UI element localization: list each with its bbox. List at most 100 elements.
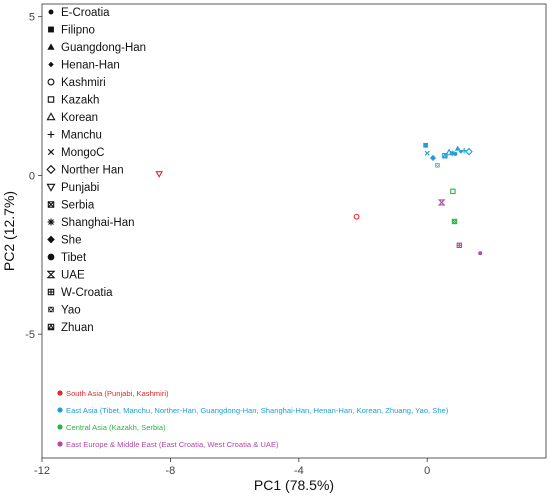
shape-legend-item: Serbia — [47, 200, 95, 212]
group-legend-label: South Asia (Punjabi, Kashmiri) — [66, 389, 169, 398]
x-axis-label: PC1 (78.5%) — [254, 477, 334, 493]
shape-legend-label: Yao — [61, 305, 81, 317]
y-tick-label: -5 — [25, 329, 35, 341]
group-legend-item: Central Asia (Kazakh, Serbia) — [57, 423, 166, 432]
shape-legend-label: UAE — [61, 270, 85, 282]
plot-panel — [41, 3, 547, 459]
shape-legend-label: Kashmiri — [61, 77, 106, 89]
shape-legend-item: Manchu — [47, 130, 102, 142]
group-legend-item: South Asia (Punjabi, Kashmiri) — [57, 389, 169, 398]
y-axis-label: PC2 (12.7%) — [1, 191, 17, 271]
data-point-mongoc — [424, 150, 430, 156]
legend-asterisk-icon — [47, 218, 55, 226]
shape-legend-label: Serbia — [61, 200, 95, 212]
legend-square-triangle-icon — [47, 323, 55, 331]
legend-square-filled-icon — [48, 26, 54, 33]
shape-legend-item: Shanghai-Han — [47, 217, 135, 229]
data-point-kazakh — [450, 188, 456, 195]
shape-legend-label: Shanghai-Han — [61, 217, 135, 229]
group-color-dot-icon — [57, 424, 63, 430]
shape-legend-item: Kashmiri — [47, 77, 106, 89]
shape-legend-item: Korean — [46, 112, 98, 124]
shape-legend-label: Punjabi — [61, 182, 99, 194]
data-point-filipno — [423, 142, 428, 148]
group-legend: South Asia (Punjabi, Kashmiri) East Asia … — [57, 389, 449, 449]
shape-legend-item: E-Croatia — [48, 7, 110, 19]
shape-legend-item: She — [47, 235, 81, 247]
shape-legend-item: Zhuan — [47, 322, 94, 334]
legend-square-x-icon — [48, 306, 54, 313]
shape-legend-item: Guangdong-Han — [47, 42, 146, 54]
shape-legend-label: Kazakh — [61, 95, 99, 107]
shape-legend-label: W-Croatia — [61, 287, 113, 299]
shape-legend-item: Tibet — [47, 252, 87, 264]
group-legend-label: East Europe & Middle East (East Croatia,… — [66, 440, 279, 449]
legend-plus-icon — [47, 131, 55, 138]
shape-legend: E-Croatia Filipno Guangdong-Han Henan-Han Ka… — [46, 7, 146, 334]
legend-triangle-filled-icon — [47, 43, 55, 50]
y-tick-label: 5 — [29, 12, 35, 24]
data-point-tibet — [453, 151, 458, 156]
legend-diamond-open-icon — [46, 164, 56, 175]
shape-legend-label: Henan-Han — [61, 60, 120, 72]
data-point-w-croatia — [456, 242, 463, 248]
data-point-henan-han — [458, 149, 464, 154]
legend-circle-open-icon — [47, 78, 55, 86]
data-point-yao — [435, 163, 440, 168]
legend-diamond-filled-small-icon — [48, 61, 54, 68]
y-axis-ticks: 5 0 -5 — [25, 12, 42, 341]
y-tick-label: 0 — [29, 170, 35, 182]
data-point-punjabi — [155, 171, 163, 178]
data-point-she — [429, 154, 437, 162]
shape-legend-item: MongoC — [47, 147, 104, 159]
shape-legend-item: Yao — [48, 305, 81, 317]
shape-legend-item: W-Croatia — [47, 287, 113, 299]
legend-diamond-filled-icon — [47, 235, 55, 244]
legend-circle-filled-icon — [48, 9, 54, 15]
group-color-dot-icon — [57, 407, 63, 413]
x-tick-label: -4 — [294, 465, 304, 477]
shape-legend-label: Korean — [61, 112, 98, 124]
shape-legend-label: Filipno — [61, 25, 95, 37]
data-point-uae — [437, 199, 446, 206]
shape-legend-item: Filipno — [48, 25, 95, 37]
legend-hourglass-icon — [46, 270, 56, 279]
shape-legend-label: Norther Han — [61, 165, 124, 177]
x-axis-ticks: -12 -8 -4 0 — [34, 458, 430, 477]
group-color-dot-icon — [57, 441, 63, 447]
data-point-kashmiri — [353, 213, 360, 220]
x-tick-label: 0 — [424, 465, 430, 477]
shape-legend-label: E-Croatia — [61, 7, 110, 19]
legend-circle-filled-large-icon — [47, 253, 55, 261]
group-color-dot-icon — [57, 390, 63, 396]
group-legend-item: East Asia (Tibet, Manchu, Norther-Han, G… — [57, 406, 449, 415]
legend-square-plus-icon — [47, 288, 55, 296]
group-legend-label: East Asia (Tibet, Manchu, Norther-Han, G… — [66, 406, 449, 415]
data-point-manchu — [461, 147, 467, 154]
shape-legend-item: Henan-Han — [48, 60, 120, 72]
data-point-norther-han — [465, 147, 473, 156]
data-point-serbia — [451, 218, 458, 225]
shape-legend-label: She — [61, 235, 81, 247]
legend-cross-icon — [47, 148, 55, 156]
legend-triangle-open-icon — [46, 112, 56, 121]
data-point-e-croatia — [478, 251, 483, 256]
data-point-guangdong-han — [454, 145, 461, 151]
shape-legend-item: Norther Han — [46, 164, 124, 177]
shape-legend-label: Zhuan — [61, 322, 94, 334]
legend-square-cross-icon — [47, 201, 55, 208]
shape-legend-label: Manchu — [61, 130, 102, 142]
data-point-shanghai-han — [449, 150, 455, 156]
shape-legend-label: Tibet — [61, 252, 87, 264]
data-points — [155, 142, 483, 256]
shape-legend-label: Guangdong-Han — [61, 42, 146, 54]
x-tick-label: -12 — [34, 465, 50, 477]
x-tick-label: -8 — [166, 465, 176, 477]
shape-legend-item: Punjabi — [46, 182, 99, 194]
data-point-zhuan — [442, 152, 448, 159]
shape-legend-label: MongoC — [61, 147, 104, 159]
legend-triangle-down-open-icon — [46, 183, 56, 192]
shape-legend-item: Kazakh — [47, 95, 99, 107]
legend-square-open-icon — [47, 96, 55, 103]
